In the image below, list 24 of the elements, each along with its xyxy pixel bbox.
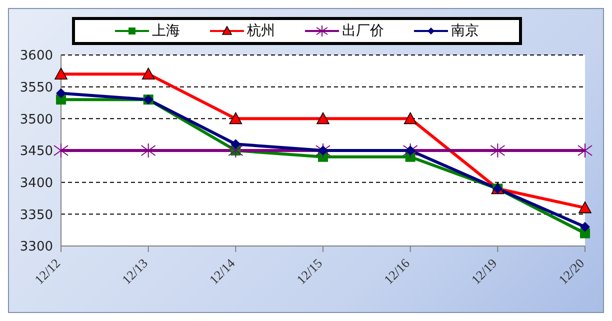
y-tick-label: 3450 [20, 144, 53, 160]
point [580, 222, 590, 232]
legend-label: 南京 [451, 22, 479, 40]
legend-label: 上海 [152, 22, 180, 40]
point [578, 201, 592, 214]
y-tick-label: 3500 [20, 112, 53, 128]
point [142, 68, 155, 80]
point [404, 112, 417, 124]
y-tick-label: 3600 [20, 48, 53, 64]
y-tick-label: 3300 [20, 240, 53, 255]
legend-label: 出厂价 [342, 22, 384, 40]
point [578, 143, 592, 158]
point [229, 112, 242, 124]
legend-label: 杭州 [247, 22, 275, 40]
point [54, 68, 68, 80]
point [56, 88, 66, 98]
point [54, 143, 68, 158]
point [140, 143, 156, 158]
point [230, 139, 241, 150]
y-tick-label: 3400 [20, 176, 53, 191]
y-tick-label: 3350 [20, 208, 53, 223]
point [316, 112, 330, 124]
y-tick-label: 3550 [20, 80, 53, 96]
point [490, 143, 506, 158]
